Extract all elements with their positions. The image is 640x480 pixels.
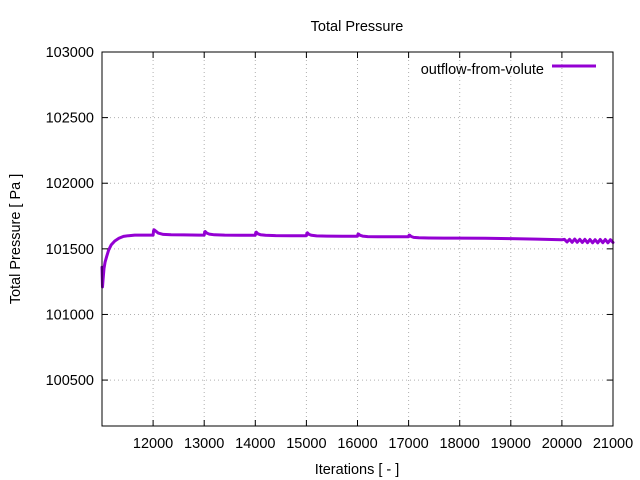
series-line-outflow-from-volute [100,228,615,289]
x-tick-label: 12000 [133,436,173,452]
y-tick-label: 103000 [46,45,94,61]
y-tick-label: 101500 [46,242,94,258]
x-tick-label: 18000 [440,436,480,452]
x-tick-label: 19000 [491,436,531,452]
x-tick-label: 15000 [286,436,326,452]
legend-label: outflow-from-volute [421,62,544,78]
axis-ticks: 12000 13000 14000 15000 16000 17000 18000 19000… [46,45,634,452]
x-tick-label: 21000 [593,436,633,452]
y-tick-label: 102000 [46,176,94,192]
y-axis-label: Total Pressure [ Pa ] [8,174,24,305]
x-tick-label: 14000 [235,436,275,452]
x-tick-label: 16000 [337,436,377,452]
x-tick-label: 13000 [184,436,224,452]
x-axis-label: Iterations [ - ] [315,462,400,478]
x-tick-label: 17000 [388,436,428,452]
y-tick-label: 101000 [46,307,94,323]
y-tick-label: 100500 [46,373,94,389]
plot-area [100,228,615,289]
x-tick-label: 20000 [542,436,582,452]
legend: outflow-from-volute [421,62,596,78]
y-tick-label: 102500 [46,111,94,127]
chart-title: Total Pressure [311,19,404,35]
